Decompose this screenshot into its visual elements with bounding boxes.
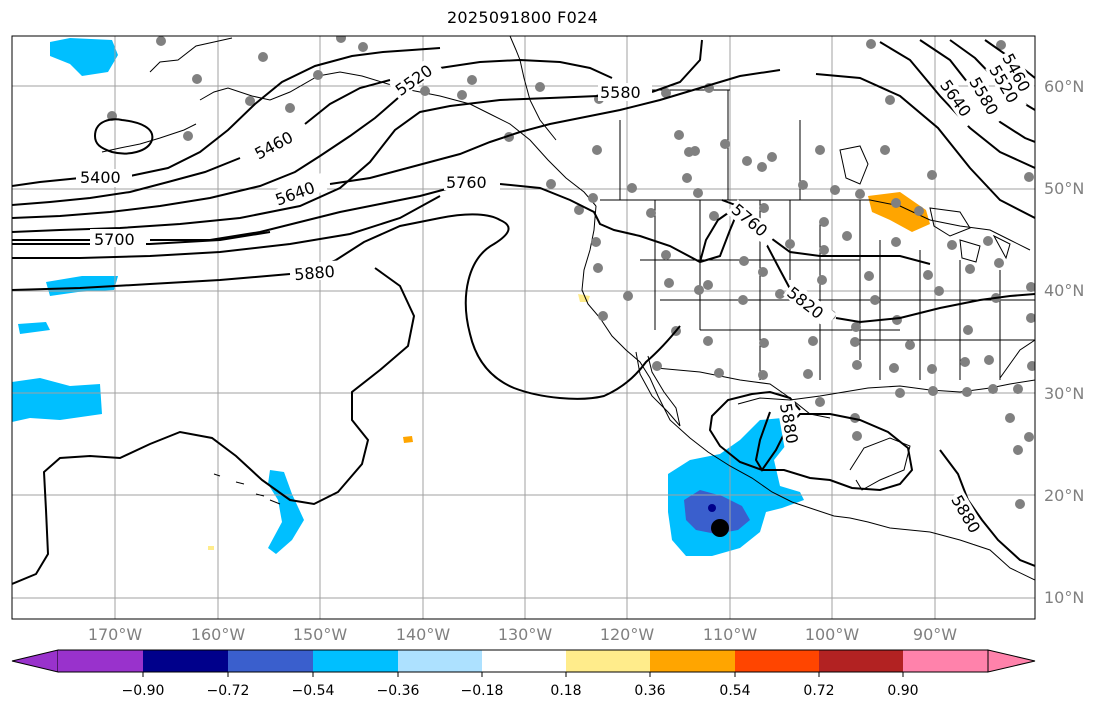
lat-label-60n: 60°N <box>1044 77 1085 96</box>
contour-label-5700: 5700 <box>94 230 135 249</box>
lon-label-90w: 90°W <box>912 625 958 644</box>
colorbar-segment <box>58 650 143 672</box>
colorbar-label: 0.72 <box>803 683 835 699</box>
colorbar-label: −0.72 <box>206 683 250 699</box>
colorbar-segment <box>650 650 735 672</box>
contour-5700 <box>12 187 451 241</box>
colorbar-segment <box>228 650 313 672</box>
hudson-bay <box>839 145 869 185</box>
lon-label-130w: 130°W <box>497 625 553 644</box>
colorbar-segment <box>903 650 988 672</box>
colorbar-label: 0.90 <box>887 683 919 699</box>
contour-label-5880: 5880 <box>293 262 335 284</box>
anomaly-yellow-small <box>208 546 214 550</box>
colorbar-segment <box>482 650 566 672</box>
anomaly-orange-greatlakes <box>868 192 930 232</box>
anomaly-orange-pacific <box>403 436 413 443</box>
lat-label-50n: 50°N <box>1044 179 1085 198</box>
colorbar-label: −0.18 <box>460 683 504 699</box>
map-title: 2025091800 F024 <box>446 8 599 27</box>
contour-5760 <box>12 183 931 265</box>
central-america <box>929 531 1035 581</box>
colorbar-label: −0.90 <box>121 683 165 699</box>
lat-label-10n: 10°N <box>1044 588 1085 607</box>
contour-5880-west <box>12 267 416 585</box>
storm-center-marker <box>711 519 729 537</box>
map-frame <box>11 35 1036 620</box>
lon-label-170w: 170°W <box>87 625 143 644</box>
anomaly-blue-pacific <box>12 378 102 422</box>
coast-alaska <box>149 37 597 207</box>
colorbar-segment <box>143 650 228 672</box>
contour-5880-mexico <box>708 390 914 492</box>
colorbar-segment <box>735 650 819 672</box>
lon-label-120w: 120°W <box>599 625 655 644</box>
anomaly-darkblue-mexico <box>684 490 750 534</box>
great-lakes <box>929 207 1011 263</box>
colorbar-outline <box>58 649 988 673</box>
lat-label-30n: 30°N <box>1044 384 1085 403</box>
hawaii-islands <box>213 473 281 505</box>
colorbar-label: 0.54 <box>719 683 751 699</box>
coast-baja <box>635 351 681 427</box>
contour-5520 <box>12 58 613 219</box>
contour-5460 <box>12 79 391 206</box>
colorbar-label: −0.54 <box>291 683 335 699</box>
contour-5580 <box>12 39 703 233</box>
colorbar-arrow-left <box>11 649 59 673</box>
anomaly-yellow-ca <box>578 294 590 302</box>
contour-ne-5640 <box>815 73 1035 219</box>
contour-label-5640: 5640 <box>273 178 318 210</box>
border-alaska <box>509 36 557 141</box>
height-contours <box>12 39 1035 585</box>
lon-label-150w: 150°W <box>292 625 348 644</box>
colorbar-label: 0.18 <box>550 683 582 699</box>
lon-label-160w: 160°W <box>190 625 246 644</box>
contour-label-5760: 5760 <box>446 173 487 192</box>
contour-5400-closed <box>93 118 154 155</box>
border-us-canada <box>600 199 1031 251</box>
lat-label-20n: 20°N <box>1044 486 1085 505</box>
lon-label-100w: 100°W <box>804 625 860 644</box>
anomaly-blue-alaska <box>50 38 118 76</box>
coast-aleutians <box>101 123 197 153</box>
anomaly-blue-hawaii <box>268 470 304 554</box>
lon-label-140w: 140°W <box>395 625 451 644</box>
anomaly-blue-small2 <box>18 322 50 334</box>
contour-5400 <box>12 47 441 187</box>
lat-label-40n: 40°N <box>1044 281 1085 300</box>
anomaly-shading <box>12 38 930 556</box>
lon-label-110w: 110°W <box>702 625 758 644</box>
contour-5640 <box>12 69 781 245</box>
contour-5880-east <box>939 449 1035 567</box>
colorbar-label: −0.36 <box>376 683 420 699</box>
graticule <box>12 36 1035 619</box>
colorbar-segment <box>566 650 650 672</box>
contour-label-5580: 5580 <box>600 83 641 102</box>
canada-provinces <box>619 89 801 200</box>
colorbar <box>11 649 1036 677</box>
contour-label-5400: 5400 <box>80 168 121 187</box>
colorbar-ticks <box>142 672 904 677</box>
coast-west-us <box>581 205 931 533</box>
colorbar-segment <box>313 650 398 672</box>
anomaly-navy-core <box>708 504 716 512</box>
contour-5880-central <box>319 213 681 400</box>
colorbar-label: 0.36 <box>634 683 666 699</box>
coast-east <box>999 339 1035 379</box>
colorbar-arrow-right <box>987 649 1036 673</box>
colorbar-segment <box>819 650 903 672</box>
colorbar-segment <box>398 650 482 672</box>
station-markers <box>107 36 1035 509</box>
